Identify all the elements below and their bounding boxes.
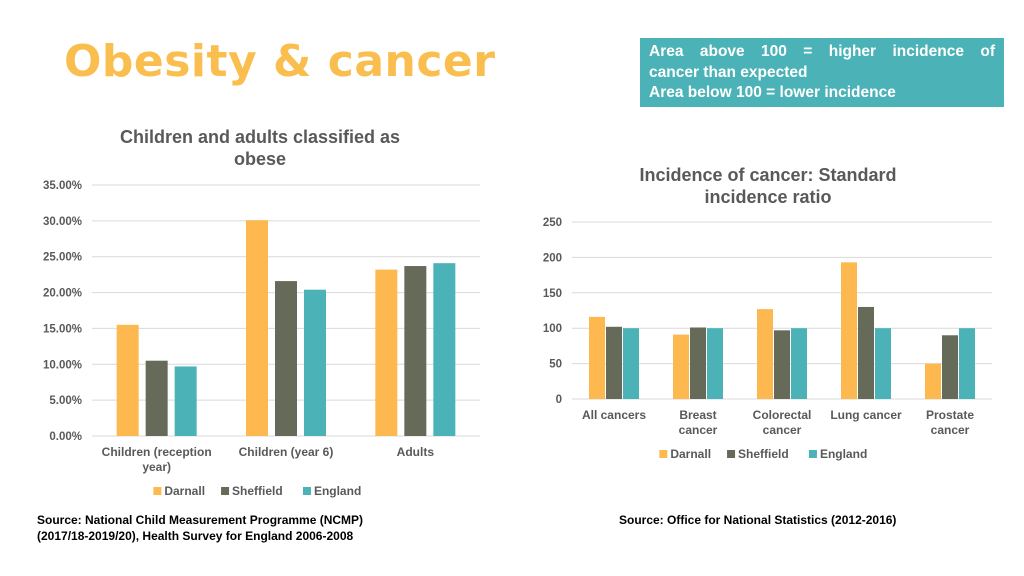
x-category-label: Colorectal <box>753 408 812 422</box>
legend-label: Sheffield <box>232 484 283 498</box>
note-box: Area above 100 = higher incidence of can… <box>640 38 1004 107</box>
y-tick-label: 15.00% <box>43 323 82 335</box>
x-category-label: Adults <box>397 445 435 459</box>
bar-darnall <box>673 334 689 399</box>
bar-england <box>791 328 807 399</box>
bar-darnall <box>246 220 268 436</box>
x-category-label: cancer <box>679 423 718 437</box>
x-category-label: Lung cancer <box>830 408 902 422</box>
x-category-label: Children (reception <box>102 445 212 459</box>
bar-darnall <box>589 316 605 399</box>
page-title: Obesity & cancer <box>64 36 496 87</box>
bar-sheffield <box>404 266 427 436</box>
bar-england <box>707 328 723 399</box>
bar-sheffield <box>606 326 622 399</box>
x-category-label: Breast <box>679 408 716 422</box>
x-category-label: cancer <box>931 423 970 437</box>
bar-sheffield <box>774 330 790 399</box>
source-line: Source: Office for National Statistics (… <box>619 513 897 527</box>
y-tick-label: 10.00% <box>43 359 82 371</box>
y-tick-label: 150 <box>543 288 562 300</box>
legend-swatch-sheffield <box>727 450 736 458</box>
y-tick-label: 35.00% <box>43 180 82 192</box>
y-tick-label: 25.00% <box>43 252 82 264</box>
source-left: Source: National Child Measurement Progr… <box>37 512 457 544</box>
bar-england <box>875 328 891 399</box>
x-category-label: year) <box>142 460 171 474</box>
y-tick-label: 0.00% <box>49 431 82 443</box>
bar-darnall <box>116 324 139 436</box>
y-tick-label: 250 <box>543 217 562 229</box>
chart-title-line: Incidence of cancer: Standard <box>639 165 896 185</box>
bar-darnall <box>841 262 857 399</box>
bar-england <box>304 289 326 436</box>
legend-swatch-darnall <box>153 487 162 495</box>
bar-darnall <box>757 309 773 399</box>
legend-swatch-england <box>302 487 311 495</box>
y-tick-label: 30.00% <box>43 216 82 228</box>
bar-sheffield <box>145 360 168 436</box>
note-line: cancer than expected <box>649 63 808 81</box>
bar-england <box>623 328 639 399</box>
x-category-label: Children (year 6) <box>239 445 334 459</box>
bar-darnall <box>375 269 398 436</box>
bar-england <box>174 366 197 436</box>
bar-darnall <box>925 363 941 399</box>
bar-sheffield <box>690 327 706 399</box>
bar-england <box>433 263 456 436</box>
bar-england <box>959 328 975 399</box>
chart-title-line: Children and adults classified as <box>120 127 400 147</box>
x-category-label: Prostate <box>926 408 974 422</box>
y-tick-label: 20.00% <box>43 288 82 300</box>
legend-label: Darnall <box>164 484 205 498</box>
source-line: Source: National Child Measurement Progr… <box>37 513 364 527</box>
legend-swatch-darnall <box>659 450 668 458</box>
source-line: (2017/18-2019/20), Health Survey for Eng… <box>37 529 354 543</box>
source-right: Source: Office for National Statistics (… <box>619 512 999 528</box>
x-category-label: All cancers <box>582 408 646 422</box>
note-line: Area below 100 = lower incidence <box>649 84 896 101</box>
legend-label: England <box>820 447 867 461</box>
legend-label: England <box>314 484 361 498</box>
chart-title-line: incidence ratio <box>704 187 831 207</box>
legend-label: Darnall <box>670 447 711 461</box>
y-tick-label: 0 <box>556 394 562 406</box>
y-tick-label: 5.00% <box>49 395 82 407</box>
note-line: Area above 100 = higher incidence of <box>649 43 995 60</box>
legend-label: Sheffield <box>738 447 789 461</box>
y-tick-label: 200 <box>543 252 562 264</box>
chart-title-line: obese <box>234 149 286 169</box>
bar-sheffield <box>275 281 297 436</box>
x-category-label: cancer <box>763 423 802 437</box>
legend-swatch-sheffield <box>221 487 230 495</box>
bar-sheffield <box>942 335 958 399</box>
y-tick-label: 50 <box>549 359 562 371</box>
bar-sheffield <box>858 306 874 399</box>
y-tick-label: 100 <box>543 323 562 335</box>
legend-swatch-england <box>808 450 817 458</box>
